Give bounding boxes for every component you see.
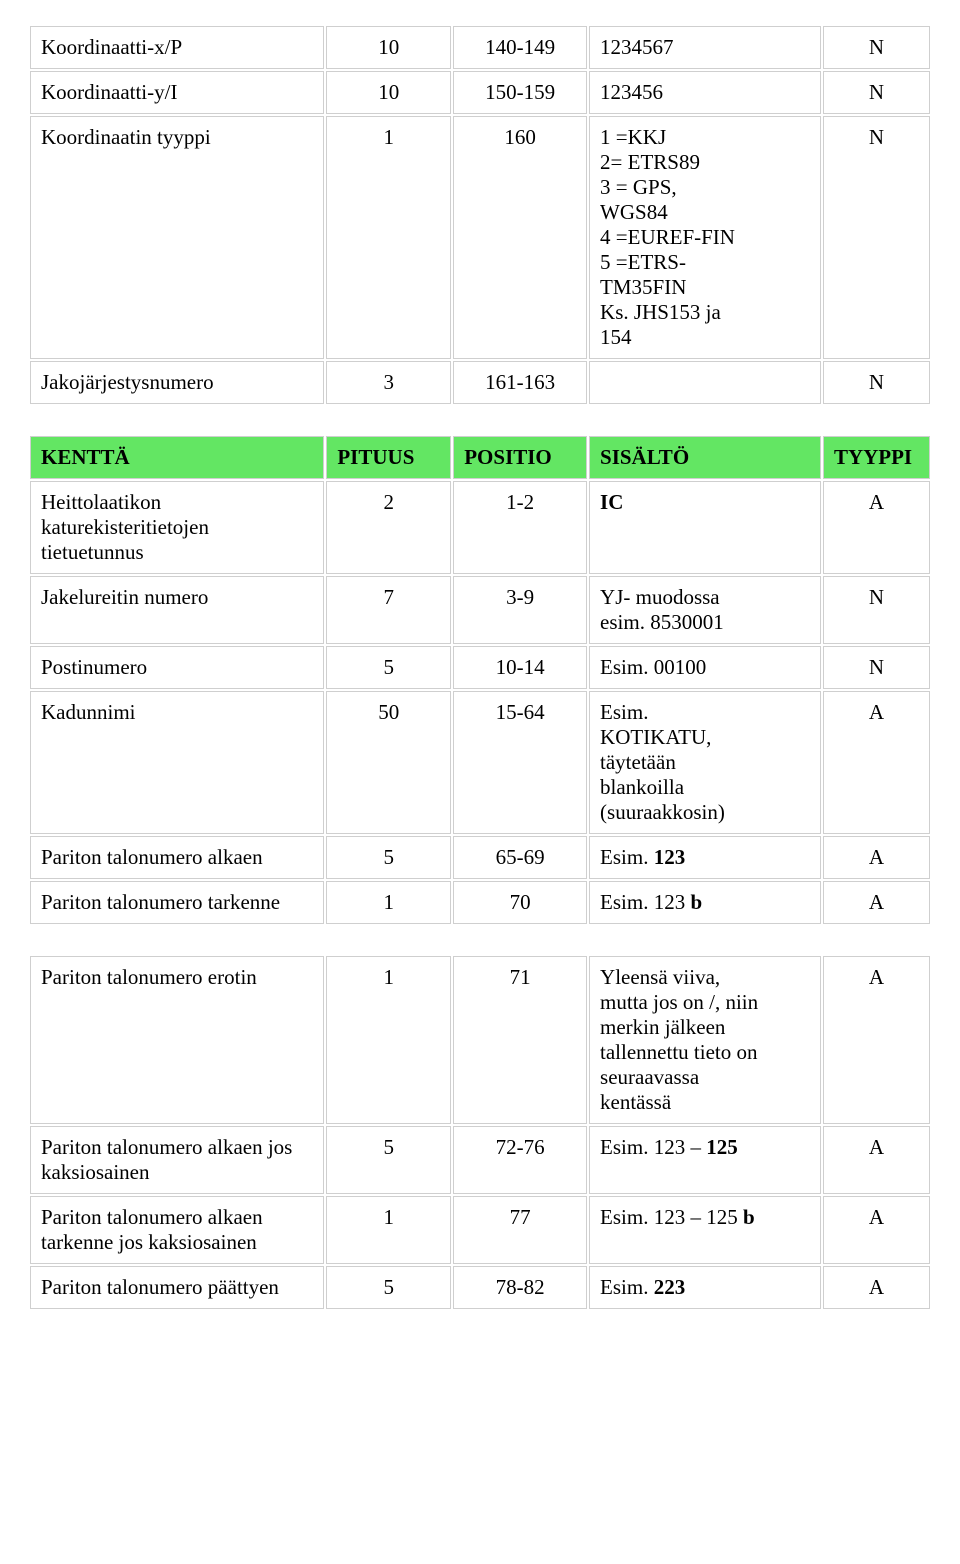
cell-sisalto bbox=[589, 361, 821, 404]
cell-sisalto: Esim. 223 bbox=[589, 1266, 821, 1309]
table-2: KENTTÄ PITUUS POSITIO SISÄLTÖ TYYPPI Hei… bbox=[28, 434, 932, 926]
cell-sisalto: Esim.KOTIKATU,täytetäänblankoilla(suuraa… bbox=[589, 691, 821, 834]
cell-positio: 70 bbox=[453, 881, 587, 924]
cell-sisalto: 1234567 bbox=[589, 26, 821, 69]
cell-tyyppi: A bbox=[823, 956, 930, 1124]
cell-tyyppi: A bbox=[823, 1126, 930, 1194]
cell-label: Pariton talonumero tarkenne bbox=[30, 881, 324, 924]
cell-tyyppi: A bbox=[823, 881, 930, 924]
cell-pituus: 5 bbox=[326, 1266, 451, 1309]
cell-positio: 1-2 bbox=[453, 481, 587, 574]
cell-label: Pariton talonumero alkaen tarkenne jos k… bbox=[30, 1196, 324, 1264]
cell-positio: 140-149 bbox=[453, 26, 587, 69]
cell-sisalto: IC bbox=[589, 481, 821, 574]
table-3: Pariton talonumero erotin171Yleensä viiv… bbox=[28, 954, 932, 1311]
cell-positio: 160 bbox=[453, 116, 587, 359]
cell-tyyppi: N bbox=[823, 646, 930, 689]
cell-tyyppi: A bbox=[823, 1196, 930, 1264]
header-positio: POSITIO bbox=[453, 436, 587, 479]
header-kentta: KENTTÄ bbox=[30, 436, 324, 479]
cell-positio: 78-82 bbox=[453, 1266, 587, 1309]
cell-tyyppi: A bbox=[823, 481, 930, 574]
table-row: Koordinaatti-y/I10150-159123456N bbox=[30, 71, 930, 114]
table-row: Pariton talonumero erotin171Yleensä viiv… bbox=[30, 956, 930, 1124]
cell-tyyppi: A bbox=[823, 836, 930, 879]
table-row: Pariton talonumero tarkenne170Esim. 123 … bbox=[30, 881, 930, 924]
table-2-body: Heittolaatikon katurekisteritietojen tie… bbox=[30, 481, 930, 924]
table-row: Jakelureitin numero73-9YJ- muodossaesim.… bbox=[30, 576, 930, 644]
cell-positio: 10-14 bbox=[453, 646, 587, 689]
cell-sisalto: Esim. 123 bbox=[589, 836, 821, 879]
cell-tyyppi: A bbox=[823, 691, 930, 834]
cell-label: Jakojärjestysnumero bbox=[30, 361, 324, 404]
cell-pituus: 10 bbox=[326, 71, 451, 114]
cell-positio: 72-76 bbox=[453, 1126, 587, 1194]
cell-label: Jakelureitin numero bbox=[30, 576, 324, 644]
cell-pituus: 1 bbox=[326, 1196, 451, 1264]
header-sisalto: SISÄLTÖ bbox=[589, 436, 821, 479]
cell-sisalto: Esim. 123 b bbox=[589, 881, 821, 924]
cell-label: Koordinaatin tyyppi bbox=[30, 116, 324, 359]
cell-sisalto: Esim. 123 – 125 bbox=[589, 1126, 821, 1194]
cell-label: Koordinaatti-y/I bbox=[30, 71, 324, 114]
table-row: Heittolaatikon katurekisteritietojen tie… bbox=[30, 481, 930, 574]
table-2-header-row: KENTTÄ PITUUS POSITIO SISÄLTÖ TYYPPI bbox=[30, 436, 930, 479]
cell-label: Postinumero bbox=[30, 646, 324, 689]
header-pituus: PITUUS bbox=[326, 436, 451, 479]
table-3-body: Pariton talonumero erotin171Yleensä viiv… bbox=[30, 956, 930, 1309]
cell-pituus: 7 bbox=[326, 576, 451, 644]
cell-positio: 161-163 bbox=[453, 361, 587, 404]
cell-pituus: 10 bbox=[326, 26, 451, 69]
table-1: Koordinaatti-x/P10140-1491234567NKoordin… bbox=[28, 24, 932, 406]
cell-tyyppi: A bbox=[823, 1266, 930, 1309]
cell-label: Pariton talonumero päättyen bbox=[30, 1266, 324, 1309]
cell-positio: 65-69 bbox=[453, 836, 587, 879]
cell-tyyppi: N bbox=[823, 361, 930, 404]
cell-tyyppi: N bbox=[823, 116, 930, 359]
cell-tyyppi: N bbox=[823, 71, 930, 114]
cell-sisalto: YJ- muodossaesim. 8530001 bbox=[589, 576, 821, 644]
cell-pituus: 50 bbox=[326, 691, 451, 834]
cell-positio: 15-64 bbox=[453, 691, 587, 834]
cell-positio: 71 bbox=[453, 956, 587, 1124]
cell-label: Pariton talonumero alkaen jos kaksiosain… bbox=[30, 1126, 324, 1194]
table-row: Pariton talonumero alkaen565-69Esim. 123… bbox=[30, 836, 930, 879]
cell-sisalto: 123456 bbox=[589, 71, 821, 114]
header-tyyppi: TYYPPI bbox=[823, 436, 930, 479]
cell-pituus: 3 bbox=[326, 361, 451, 404]
table-row: Postinumero510-14Esim. 00100N bbox=[30, 646, 930, 689]
cell-label: Kadunnimi bbox=[30, 691, 324, 834]
table-row: Pariton talonumero alkaen tarkenne jos k… bbox=[30, 1196, 930, 1264]
cell-label: Koordinaatti-x/P bbox=[30, 26, 324, 69]
table-row: Koordinaatti-x/P10140-1491234567N bbox=[30, 26, 930, 69]
table-row: Pariton talonumero päättyen578-82Esim. 2… bbox=[30, 1266, 930, 1309]
cell-sisalto: Esim. 123 – 125 b bbox=[589, 1196, 821, 1264]
cell-tyyppi: N bbox=[823, 576, 930, 644]
cell-pituus: 2 bbox=[326, 481, 451, 574]
cell-label: Pariton talonumero erotin bbox=[30, 956, 324, 1124]
table-1-body: Koordinaatti-x/P10140-1491234567NKoordin… bbox=[30, 26, 930, 404]
table-row: Jakojärjestysnumero3161-163 N bbox=[30, 361, 930, 404]
cell-pituus: 1 bbox=[326, 956, 451, 1124]
table-row: Kadunnimi5015-64Esim.KOTIKATU,täytetäänb… bbox=[30, 691, 930, 834]
cell-positio: 77 bbox=[453, 1196, 587, 1264]
cell-pituus: 5 bbox=[326, 1126, 451, 1194]
cell-positio: 3-9 bbox=[453, 576, 587, 644]
cell-label: Pariton talonumero alkaen bbox=[30, 836, 324, 879]
cell-label: Heittolaatikon katurekisteritietojen tie… bbox=[30, 481, 324, 574]
cell-sisalto: Yleensä viiva,mutta jos on /, niinmerkin… bbox=[589, 956, 821, 1124]
cell-tyyppi: N bbox=[823, 26, 930, 69]
cell-pituus: 1 bbox=[326, 881, 451, 924]
table-row: Koordinaatin tyyppi11601 =KKJ2= ETRS893 … bbox=[30, 116, 930, 359]
cell-positio: 150-159 bbox=[453, 71, 587, 114]
cell-pituus: 1 bbox=[326, 116, 451, 359]
table-row: Pariton talonumero alkaen jos kaksiosain… bbox=[30, 1126, 930, 1194]
cell-sisalto: 1 =KKJ2= ETRS893 = GPS,WGS844 =EUREF-FIN… bbox=[589, 116, 821, 359]
cell-pituus: 5 bbox=[326, 836, 451, 879]
cell-sisalto: Esim. 00100 bbox=[589, 646, 821, 689]
cell-pituus: 5 bbox=[326, 646, 451, 689]
